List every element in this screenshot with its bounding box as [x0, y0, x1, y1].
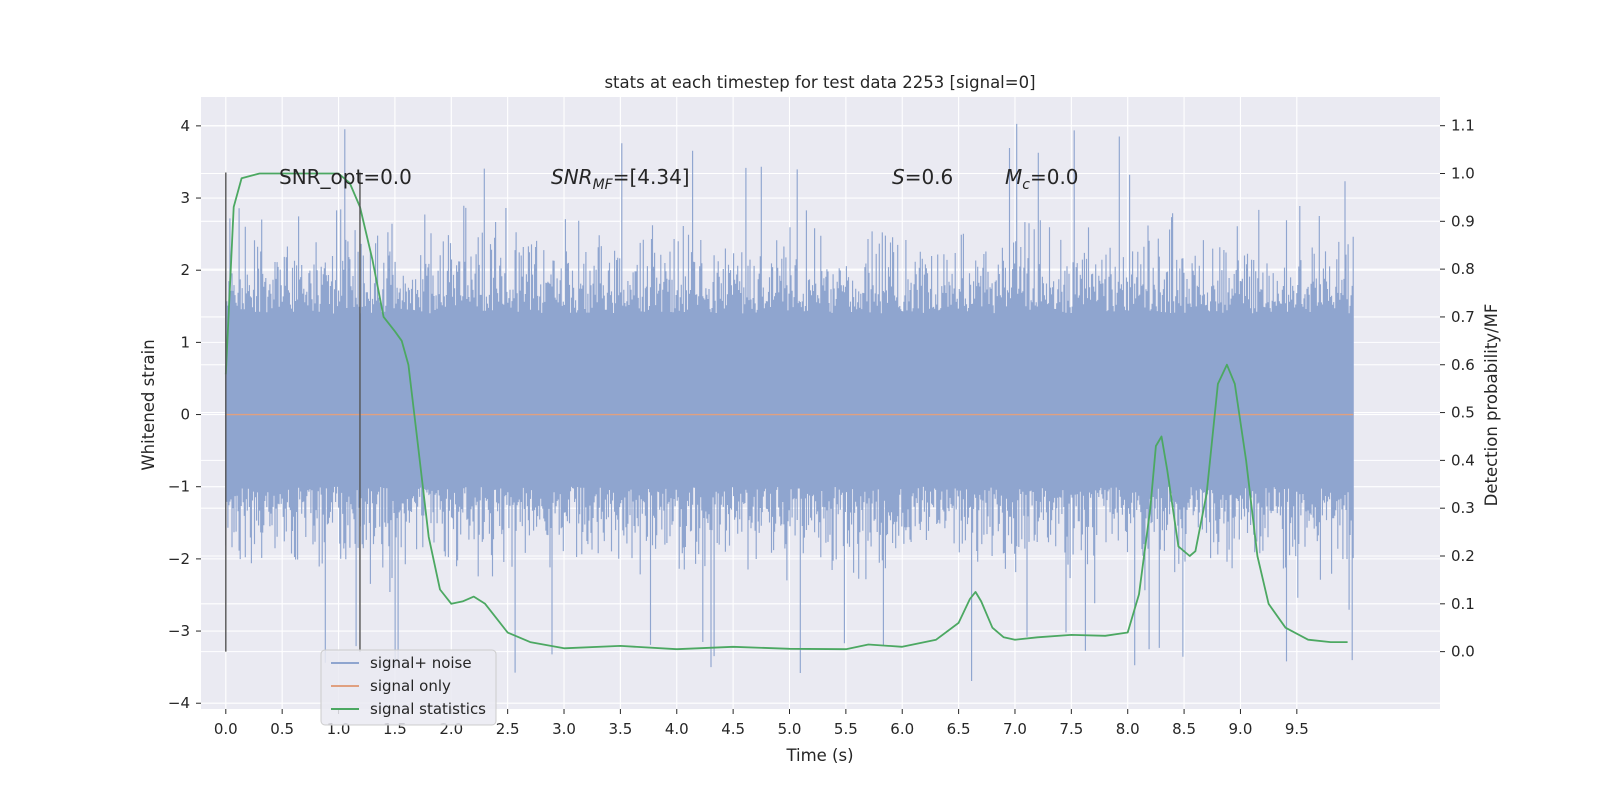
y-tick-label: 1 [180, 333, 190, 351]
legend-label-noise: signal+ noise [370, 654, 472, 672]
x-tick-label: 8.0 [1116, 720, 1140, 738]
annotation-snr-opt: SNR_opt=0.0 [279, 165, 412, 189]
x-axis-label: Time (s) [785, 746, 853, 765]
y-tick-label: 0 [180, 406, 190, 424]
x-tick-label: 4.0 [665, 720, 689, 738]
x-tick-label: 3.0 [552, 720, 576, 738]
annotation-s: S=0.6 [892, 165, 953, 189]
y-tick-label: 2 [180, 261, 190, 279]
s-symbol: S [892, 165, 905, 189]
y2-tick-label: 0.2 [1451, 547, 1475, 565]
y2-tick-label: 0.0 [1451, 643, 1475, 661]
x-tick-label: 6.5 [947, 720, 971, 738]
x-tick-label: 9.0 [1229, 720, 1253, 738]
y2-tick-label: 0.5 [1451, 404, 1475, 422]
signal-statistics-line [224, 172, 1348, 651]
y2-tick-label: 1.0 [1451, 165, 1475, 183]
y2-tick-label: 0.4 [1451, 451, 1475, 469]
y-tick-label: 3 [180, 189, 190, 207]
legend-label-statistics: signal statistics [370, 700, 486, 718]
snr-mf-value: =[4.34] [613, 165, 690, 189]
x-tick-label: 8.5 [1172, 720, 1196, 738]
series-signal-statistics [224, 172, 1348, 651]
x-tick-label: 9.5 [1285, 720, 1309, 738]
y2-tick-label: 0.7 [1451, 308, 1475, 326]
x-tick-label: 5.0 [778, 720, 802, 738]
y-axis-label: Whitened strain [139, 339, 158, 470]
snr-mf-subscript: MF [593, 177, 614, 193]
y2-tick-label: 0.3 [1451, 499, 1475, 517]
annotation-snr-mf: SNRMF=[4.34] [551, 165, 690, 193]
x-tick-label: 7.0 [1003, 720, 1027, 738]
y-axis-ticks: 4 3 2 1 0 −1 −2 −3 −4 [168, 117, 201, 712]
y2-tick-label: 0.6 [1451, 356, 1475, 374]
x-tick-label: 2.5 [496, 720, 520, 738]
mc-subscript: c [1022, 177, 1030, 193]
y2-tick-label: 1.1 [1451, 117, 1475, 135]
y-tick-label: −3 [168, 622, 190, 640]
s-value: =0.6 [905, 165, 954, 189]
y-tick-label: −1 [168, 478, 190, 496]
y-tick-label: −4 [168, 694, 190, 712]
x-axis-ticks: 0.0 0.5 1.0 1.5 2.0 2.5 3.0 3.5 4.0 4.5 5.0 5.5 6.0 6… [214, 709, 1309, 738]
snr-mf-symbol: SNR [551, 165, 593, 189]
legend: signal+ noise signal only signal statist… [320, 649, 497, 726]
x-tick-label: 6.0 [890, 720, 914, 738]
chart-title: stats at each timestep for test data 225… [604, 73, 1035, 92]
y-tick-label: −2 [168, 550, 190, 568]
x-tick-label: 4.5 [721, 720, 745, 738]
y2-axis-ticks: 1.1 1.0 0.9 0.8 0.7 0.6 0.5 0.4 0.3 0.2 0.1 0.0 [1440, 117, 1475, 661]
x-tick-label: 5.5 [834, 720, 858, 738]
x-tick-label: 3.5 [608, 720, 632, 738]
y-tick-label: 4 [180, 117, 190, 135]
x-tick-label: 0.5 [270, 720, 294, 738]
x-tick-label: 0.0 [214, 720, 238, 738]
mc-value: =0.0 [1030, 165, 1079, 189]
legend-box [320, 649, 497, 726]
annotation-mc: Mc=0.0 [1005, 165, 1079, 193]
x-tick-label: 7.5 [1059, 720, 1083, 738]
mc-symbol: M [1005, 165, 1022, 189]
y2-tick-label: 0.1 [1451, 595, 1475, 613]
y2-axis-label: Detection probability/MF [1482, 304, 1501, 507]
legend-label-signal: signal only [370, 677, 451, 695]
y2-tick-label: 0.8 [1451, 260, 1475, 278]
vertical-markers [225, 172, 361, 652]
y2-tick-label: 0.9 [1451, 212, 1475, 230]
